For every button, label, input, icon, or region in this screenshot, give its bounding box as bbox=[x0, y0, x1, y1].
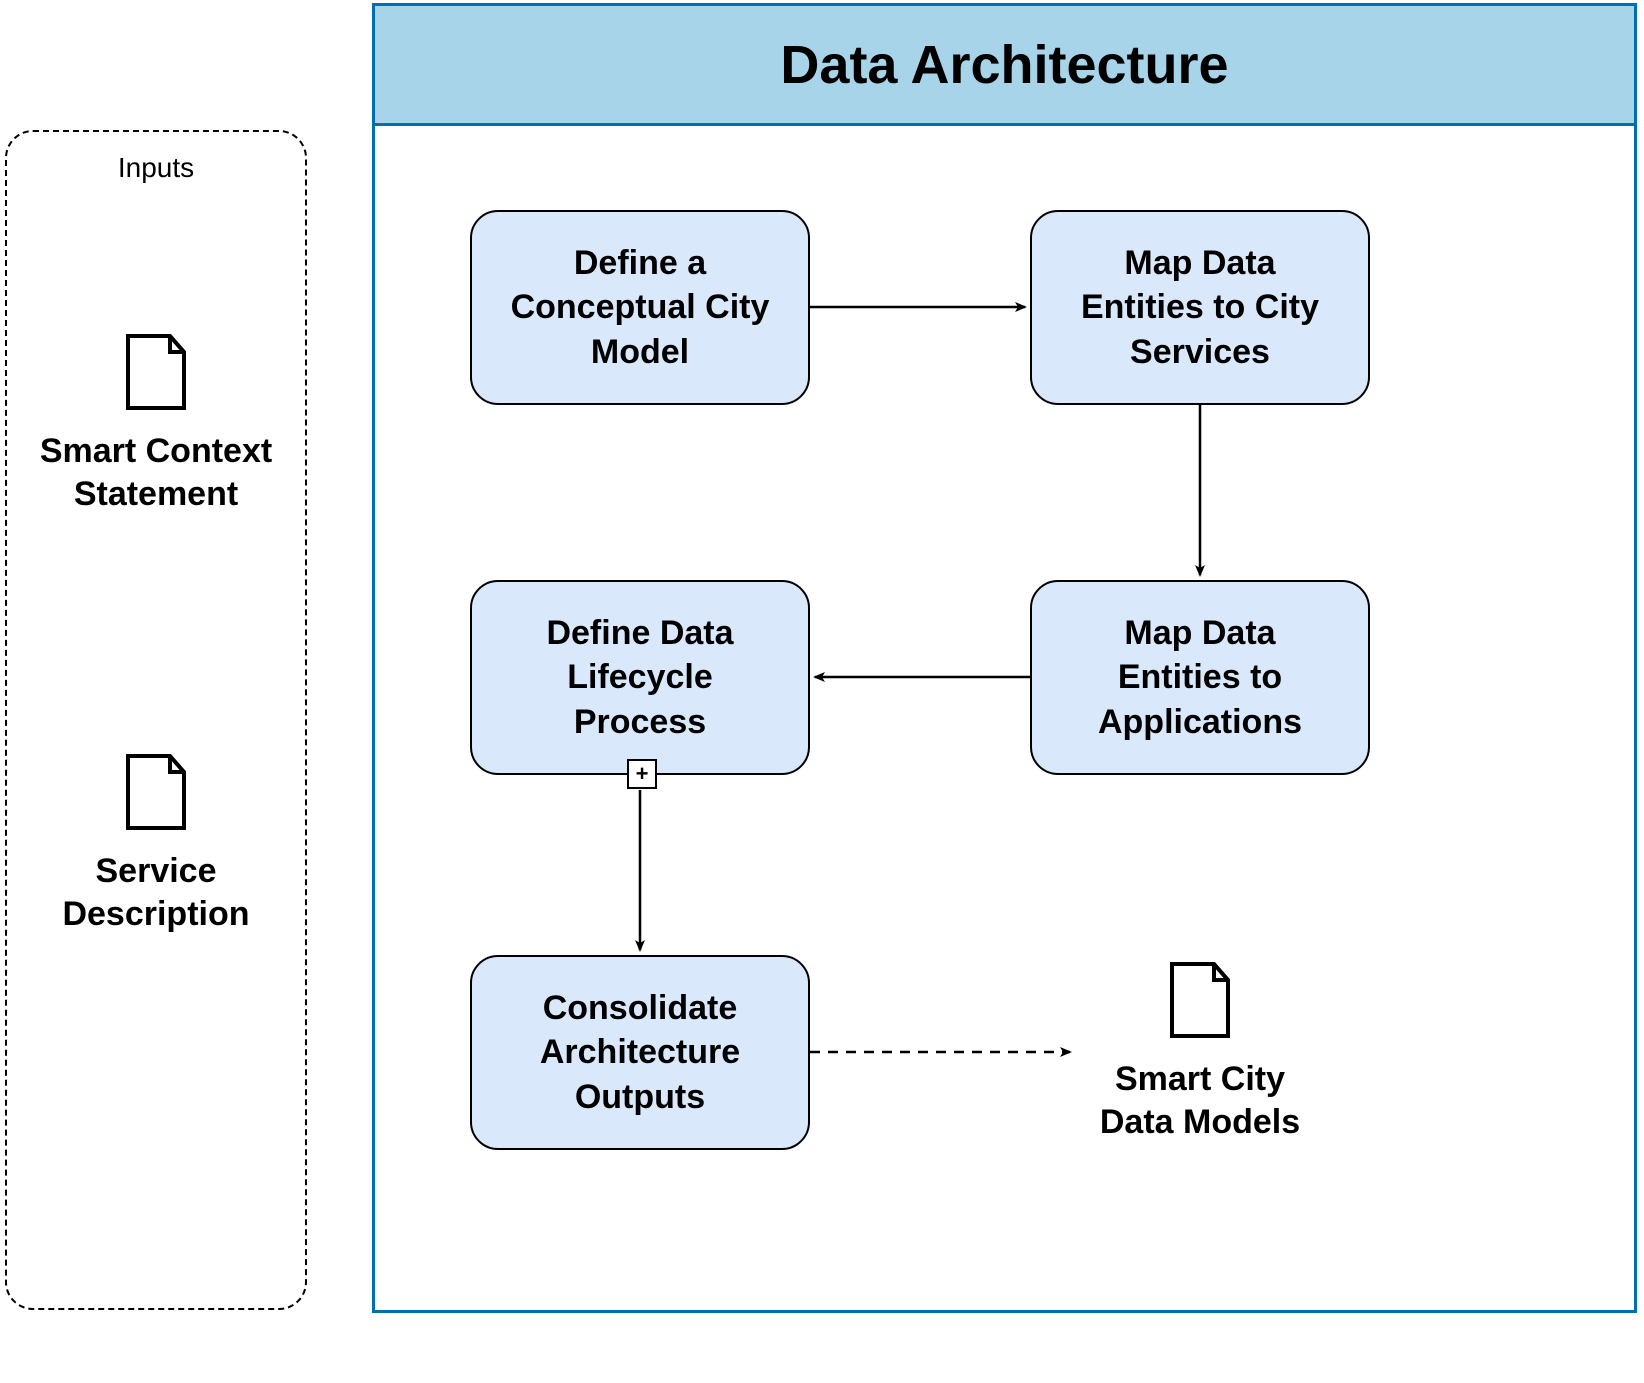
process-label: ConsolidateArchitectureOutputs bbox=[540, 986, 740, 1119]
process-label: Map DataEntities toApplications bbox=[1098, 611, 1302, 744]
diagram-canvas: Inputs Smart ContextStatement ServiceDes… bbox=[0, 0, 1644, 1383]
main-header: Data Architecture bbox=[375, 6, 1634, 126]
process-consolidate: ConsolidateArchitectureOutputs bbox=[470, 955, 810, 1150]
output-doc-label: Smart CityData Models bbox=[1075, 1058, 1325, 1143]
document-icon bbox=[124, 332, 188, 412]
document-icon bbox=[124, 752, 188, 832]
output-smart-city-data-models: Smart CityData Models bbox=[1075, 960, 1325, 1143]
expand-icon[interactable]: + bbox=[627, 759, 657, 789]
process-map-applications: Map DataEntities toApplications bbox=[1030, 580, 1370, 775]
input-doc-service-description: ServiceDescription bbox=[7, 752, 305, 935]
process-define-lifecycle: Define DataLifecycleProcess+ bbox=[470, 580, 810, 775]
input-doc-smart-context: Smart ContextStatement bbox=[7, 332, 305, 515]
input-doc-label: Smart ContextStatement bbox=[7, 430, 305, 515]
process-label: Map DataEntities to CityServices bbox=[1081, 241, 1319, 374]
input-doc-label: ServiceDescription bbox=[7, 850, 305, 935]
main-title: Data Architecture bbox=[780, 34, 1228, 96]
process-map-city-services: Map DataEntities to CityServices bbox=[1030, 210, 1370, 405]
inputs-panel: Inputs Smart ContextStatement ServiceDes… bbox=[5, 130, 307, 1310]
inputs-panel-label: Inputs bbox=[7, 152, 305, 184]
document-icon bbox=[1168, 960, 1232, 1040]
process-define-conceptual: Define aConceptual CityModel bbox=[470, 210, 810, 405]
process-label: Define aConceptual CityModel bbox=[511, 241, 770, 374]
process-label: Define DataLifecycleProcess bbox=[546, 611, 733, 744]
